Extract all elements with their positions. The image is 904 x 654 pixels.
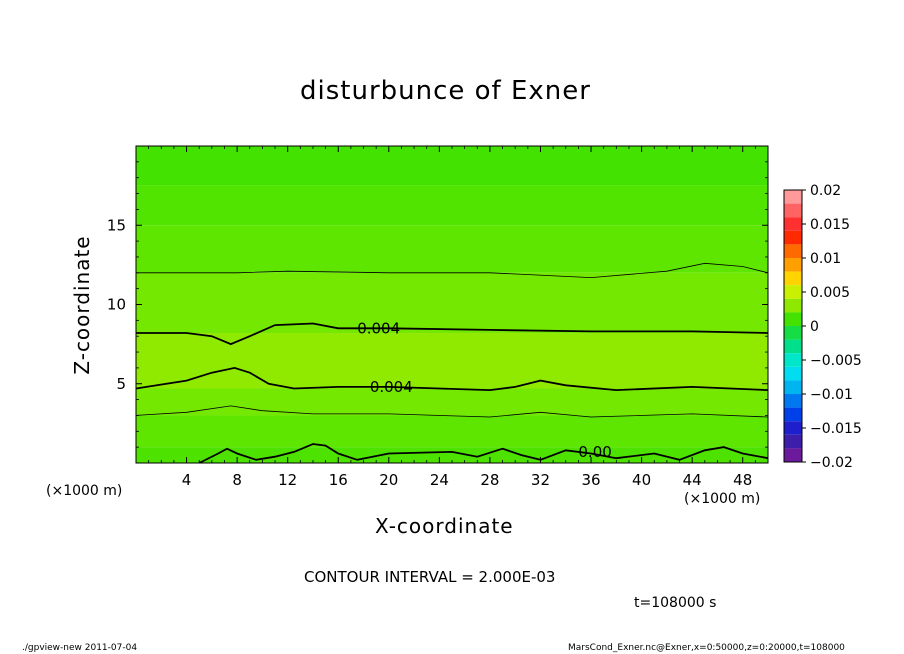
colorbar-swatch-4 — [784, 244, 802, 258]
field-band-0 — [136, 146, 768, 186]
x-tick-label-3: 16 — [329, 471, 348, 489]
x-axis-label: X-coordinate — [375, 514, 514, 538]
colorbar-swatch-12 — [784, 353, 802, 367]
field-band-2 — [136, 225, 768, 273]
x-tick-label-2: 12 — [278, 471, 297, 489]
contour-label-1: 0.004 — [370, 378, 413, 396]
colorbar-swatch-18 — [784, 434, 802, 449]
colorbar-label-3: 0.005 — [810, 285, 850, 301]
colorbar-swatch-1 — [784, 203, 802, 218]
x-tick-label-8: 36 — [581, 471, 600, 489]
x-tick-label-9: 40 — [632, 471, 651, 489]
field-band-4 — [136, 333, 768, 389]
colorbar-swatch-7 — [784, 285, 802, 299]
contour-line-0 — [136, 262, 768, 279]
colorbar-swatch-8 — [784, 298, 802, 313]
y-axis: 5 10 15 — [107, 161, 768, 448]
colorbar-swatch-13 — [784, 366, 802, 381]
colorbar-label-8: −0.02 — [810, 455, 853, 471]
contour-line-2 — [136, 366, 768, 392]
colorbar-label-1: 0.015 — [810, 217, 850, 233]
colorbar-swatch-17 — [784, 421, 802, 435]
colorbar-swatch-16 — [784, 407, 802, 422]
colorbar-label-5: −0.005 — [810, 353, 862, 369]
colorbar-swatch-19 — [784, 448, 802, 462]
field-band-3 — [136, 272, 768, 334]
footer-left: ./gpview-new 2011-07-04 — [22, 643, 138, 653]
contour-label-0: 0.004 — [357, 319, 400, 337]
colorbar-label-6: −0.01 — [810, 387, 853, 403]
contour-line-1 — [136, 322, 768, 346]
colorbar-swatch-11 — [784, 339, 802, 354]
footer-right: MarsCond_Exner.nc@Exner,x=0:50000,z=0:20… — [568, 643, 845, 653]
field-band-1 — [136, 185, 768, 226]
time-note: t=108000 s — [634, 595, 717, 611]
x-tick-label-5: 24 — [430, 471, 449, 489]
colorbar-swatch-3 — [784, 230, 802, 245]
colorbar-label-4: 0 — [810, 319, 819, 335]
colorbar-swatch-14 — [784, 380, 802, 394]
y-tick-label-0: 5 — [116, 375, 126, 393]
contour-line-3 — [136, 405, 768, 418]
x-tick-label-4: 20 — [379, 471, 398, 489]
y-tick-label-2: 15 — [107, 216, 126, 234]
x-tick-label-11: 48 — [733, 471, 752, 489]
field-band-5 — [136, 388, 768, 416]
field-layer — [136, 146, 768, 463]
field-band-6 — [136, 415, 768, 448]
x-tick-label-6: 28 — [480, 471, 499, 489]
colorbar-swatch-15 — [784, 394, 802, 408]
colorbar-label-7: −0.015 — [810, 421, 862, 437]
y-axis-label: Z-coordinate — [70, 235, 94, 375]
colorbar-swatch-9 — [784, 312, 802, 326]
contour-line-4 — [198, 443, 768, 463]
colorbar-swatch-5 — [784, 258, 802, 272]
contour-label-2: 0.00 — [578, 443, 611, 461]
colorbar: 0.02 0.015 0.01 0.005 0 −0.005 −0.01 −0.015 −0.0… — [783, 183, 862, 471]
x-axis: 4 8 12 16 20 24 28 32 36 40 44 48 — [148, 146, 756, 489]
x-tick-label-1: 8 — [232, 471, 242, 489]
y-tick-label-1: 10 — [107, 296, 126, 314]
x-unit-right: (×1000 m) — [684, 491, 761, 507]
colorbar-swatch-2 — [784, 217, 802, 231]
chart-title: disturbunce of Exner — [300, 76, 591, 106]
colorbar-swatch-0 — [784, 190, 802, 204]
colorbar-swatch-6 — [784, 271, 802, 286]
x-tick-label-0: 4 — [182, 471, 192, 489]
x-tick-label-7: 32 — [531, 471, 550, 489]
x-unit-left: (×1000 m) — [46, 483, 123, 499]
colorbar-label-2: 0.01 — [810, 251, 841, 267]
contour-layer: 0.004 0.004 0.00 — [136, 262, 768, 463]
contour-interval-note: CONTOUR INTERVAL = 2.000E-03 — [304, 568, 556, 586]
x-tick-label-10: 44 — [683, 471, 702, 489]
colorbar-swatch-10 — [784, 326, 802, 340]
colorbar-label-0: 0.02 — [810, 183, 841, 199]
